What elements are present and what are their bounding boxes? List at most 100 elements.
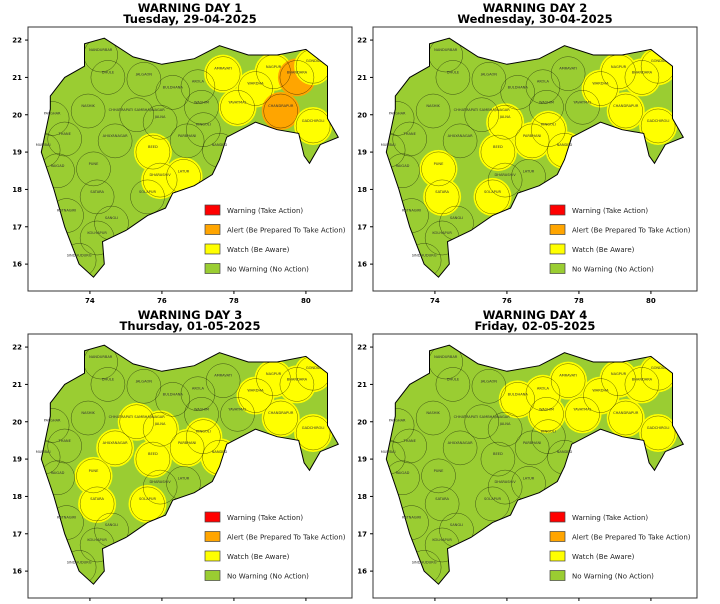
district-label: SANGLI (105, 523, 118, 527)
lat-tick-label: 22 (12, 344, 22, 352)
district-border (421, 151, 456, 187)
district-gadchiroli-watch (294, 413, 333, 452)
district-label: BHANDARA (632, 377, 653, 381)
district-gadchiroli-watch (639, 413, 678, 452)
legend-label-no_warning: No Warning (No Action) (572, 266, 654, 274)
district-label: PARBHANI (178, 441, 196, 445)
district-label: DHULE (447, 70, 460, 74)
legend-label-no_warning: No Warning (No Action) (227, 266, 309, 274)
district-jalna-watch (141, 410, 180, 449)
district-label: RAIGAD (51, 471, 65, 475)
district-label: AKOLA (192, 387, 205, 391)
district-satara-watch (423, 177, 462, 216)
district-border (238, 71, 273, 106)
district-border (76, 458, 111, 494)
district-label: JALGAON (135, 72, 152, 76)
district-label: CHHATRAPATI SAMBHAJINAGAR (109, 415, 166, 419)
district-border (295, 415, 331, 451)
district-label: SOLAPUR (484, 190, 501, 194)
district-border (386, 153, 420, 189)
district-wardha-watch (236, 376, 275, 415)
state-outline (385, 344, 685, 585)
district-border (169, 123, 205, 159)
district-label: SANGLI (105, 216, 118, 220)
district-label: WASHIM (539, 100, 554, 104)
district-label: DHARASHIV (149, 173, 171, 177)
legend-label-watch: Watch (Be Aware) (227, 553, 290, 561)
district-border (130, 179, 165, 215)
legend-label-no_warning: No Warning (No Action) (227, 573, 309, 581)
legend-swatch-watch (204, 243, 221, 255)
district-label: WARDHA (592, 82, 609, 86)
district-border (263, 93, 298, 129)
district-border (550, 56, 586, 91)
lat-tick-label: 19 (12, 149, 22, 157)
district-label: RAIGAD (396, 471, 410, 475)
lon-tick-label: 74 (430, 297, 440, 305)
lat-tick-label: 17 (357, 530, 367, 538)
district-border (41, 101, 70, 136)
district-label: GONDIA (306, 366, 321, 370)
district-label: NANDURBAR (89, 355, 113, 359)
district-label: NANDURBAR (434, 355, 458, 359)
district-label: PUNE (434, 162, 444, 166)
district-label: JALNA (154, 422, 166, 426)
district-label: AMRAVATI (559, 374, 577, 378)
district-label: AHILYANAGAR (448, 441, 473, 445)
district-chandrapur-watch (606, 399, 645, 438)
district-label: KOLHAPUR (87, 538, 107, 542)
district-label: SINDHUDURG (67, 560, 92, 564)
district-border (205, 363, 241, 398)
district-label: MUMBAI (36, 143, 51, 147)
district-label: WARDHA (592, 389, 609, 393)
district-label: SOLAPUR (139, 497, 156, 501)
district-label: AKOLA (192, 80, 205, 84)
district-border (70, 93, 106, 129)
district-label: BULDHANA (163, 85, 184, 89)
district-label: YAVATMAL (573, 100, 591, 104)
district-border (142, 469, 178, 505)
district-border (500, 75, 535, 110)
district-label: NAGPUR (266, 65, 282, 69)
district-border (487, 162, 523, 198)
legend-swatch-no_warning (549, 570, 566, 581)
district-label: NANDED (212, 143, 228, 147)
legend-swatch-warning (204, 511, 221, 523)
district-label: CHANDRAPUR (268, 104, 294, 108)
district-label: SINDHUDURG (67, 253, 92, 257)
district-label: RATNAGIRI (57, 516, 76, 520)
district-border (529, 397, 564, 432)
district-parbhani-watch (168, 428, 207, 467)
district-yavatmal-watch (218, 88, 257, 127)
district-label: NAGPUR (611, 372, 627, 376)
lat-tick-label: 21 (12, 381, 22, 389)
lat-tick-label: 19 (357, 456, 367, 464)
district-label: JALNA (499, 422, 511, 426)
district-beed-watch (478, 133, 517, 172)
district-label: NANDURBAR (434, 48, 458, 52)
district-border (90, 60, 126, 95)
district-label: NANDED (557, 143, 573, 147)
district-border (142, 162, 178, 198)
district-border (475, 486, 510, 522)
district-border (142, 411, 178, 447)
district-border (205, 56, 241, 91)
legend-swatch-warning (549, 204, 566, 216)
district-label: SANGLI (450, 523, 463, 527)
district-border (480, 441, 516, 477)
district-border (386, 460, 420, 496)
district-label: SATARA (90, 497, 104, 501)
district-label: WARDHA (247, 82, 264, 86)
district-label: CHHATRAPATI SAMBHAJINAGAR (454, 415, 511, 419)
lat-tick-label: 17 (12, 223, 22, 231)
district-layer (386, 345, 678, 585)
district-label: BULDHANA (163, 392, 184, 396)
district-border (90, 367, 126, 402)
district-border (386, 408, 415, 443)
district-border (435, 60, 471, 95)
district-label: PALGHAR (44, 418, 61, 422)
lat-tick-label: 16 (12, 568, 22, 576)
lat-tick-label: 21 (12, 74, 22, 82)
district-border (135, 441, 171, 477)
panel-date: Wednesday, 30-04-2025 (457, 12, 612, 26)
